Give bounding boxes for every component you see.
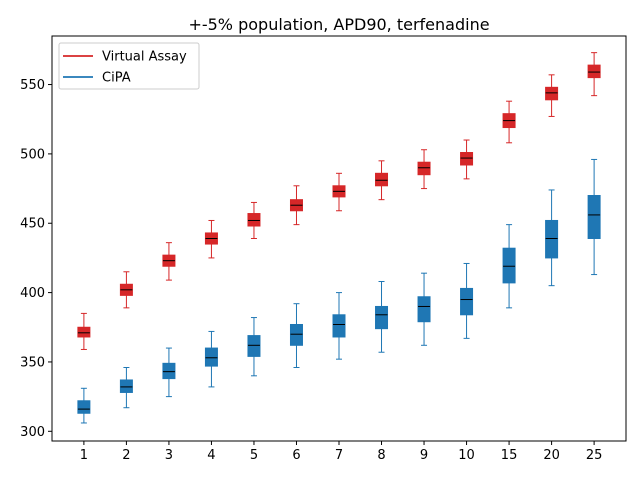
box-cipa-8 bbox=[375, 280, 389, 353]
box-cipa-10 bbox=[460, 262, 474, 339]
x-tick-label: 8 bbox=[377, 448, 385, 463]
box-virtual-assay-10 bbox=[460, 139, 474, 180]
y-tick-label: 450 bbox=[20, 217, 45, 232]
box-body bbox=[204, 347, 218, 367]
box-cipa-1 bbox=[77, 387, 91, 424]
box-cipa-7 bbox=[332, 292, 346, 360]
x-tick-label: 2 bbox=[122, 448, 130, 463]
box-cipa-6 bbox=[289, 303, 303, 368]
box-virtual-assay-15 bbox=[502, 100, 516, 144]
box-body bbox=[77, 400, 91, 414]
box-virtual-assay-8 bbox=[375, 160, 389, 201]
box-body bbox=[545, 86, 559, 101]
x-tick-label: 6 bbox=[292, 448, 300, 463]
chart-title: +-5% population, APD90, terfenadine bbox=[188, 15, 489, 34]
box-virtual-assay-5 bbox=[247, 201, 261, 239]
x-tick-label: 7 bbox=[335, 448, 343, 463]
plot-area bbox=[52, 36, 626, 441]
box-cipa-25 bbox=[587, 158, 601, 276]
x-tick-label: 1 bbox=[80, 448, 88, 463]
box-cipa-4 bbox=[204, 330, 218, 388]
box-virtual-assay-20 bbox=[545, 74, 559, 117]
box-body bbox=[545, 219, 559, 259]
box-cipa-3 bbox=[162, 347, 176, 398]
box-body bbox=[460, 152, 474, 166]
box-virtual-assay-1 bbox=[77, 312, 91, 350]
box-cipa-20 bbox=[545, 189, 559, 287]
legend-label-cipa: CiPA bbox=[102, 71, 131, 86]
box-virtual-assay-2 bbox=[119, 271, 133, 309]
box-body bbox=[460, 287, 474, 316]
y-tick-label: 400 bbox=[20, 286, 45, 301]
box-body bbox=[502, 247, 516, 284]
x-tick-label: 25 bbox=[586, 448, 603, 463]
x-tick-label: 10 bbox=[458, 448, 475, 463]
box-body bbox=[77, 326, 91, 338]
x-tick-label: 5 bbox=[250, 448, 258, 463]
box-cipa-15 bbox=[502, 224, 516, 309]
legend-frame bbox=[58, 42, 200, 90]
x-tick-label: 15 bbox=[501, 448, 518, 463]
y-tick-label: 350 bbox=[20, 355, 45, 370]
x-tick-label: 4 bbox=[207, 448, 215, 463]
box-body bbox=[162, 362, 176, 380]
box-body bbox=[417, 161, 431, 176]
box-cipa-9 bbox=[417, 272, 431, 346]
box-cipa-2 bbox=[119, 366, 133, 409]
box-body bbox=[289, 323, 303, 346]
y-tick-label: 550 bbox=[20, 78, 45, 93]
x-tick-label: 20 bbox=[543, 448, 560, 463]
box-body bbox=[587, 195, 601, 239]
box-cipa-5 bbox=[247, 317, 261, 377]
box-virtual-assay-3 bbox=[162, 242, 176, 281]
y-tick-label: 300 bbox=[20, 425, 45, 440]
box-virtual-assay-4 bbox=[204, 219, 218, 259]
legend-label-virtual-assay: Virtual Assay bbox=[102, 50, 187, 65]
x-tick-label: 9 bbox=[420, 448, 428, 463]
box-body bbox=[247, 335, 261, 357]
box-virtual-assay-7 bbox=[332, 172, 346, 212]
axes: 1 2 3 4 5 6 7 8 9 10 15 20 25 300 350 400 450 500 550 bbox=[20, 35, 627, 463]
box-body bbox=[247, 213, 261, 227]
legend: Virtual Assay CiPA bbox=[58, 42, 200, 90]
box-virtual-assay-25 bbox=[587, 52, 601, 97]
box-body bbox=[375, 305, 389, 330]
box-body bbox=[332, 314, 346, 338]
box-virtual-assay-9 bbox=[417, 149, 431, 190]
box-body bbox=[417, 296, 431, 323]
x-tick-label: 3 bbox=[165, 448, 173, 463]
box-body bbox=[119, 379, 133, 393]
y-tick-label: 500 bbox=[20, 147, 45, 162]
box-virtual-assay-6 bbox=[289, 185, 303, 226]
box-body bbox=[587, 64, 601, 79]
chart-marks bbox=[77, 52, 601, 424]
box-body bbox=[375, 172, 389, 187]
